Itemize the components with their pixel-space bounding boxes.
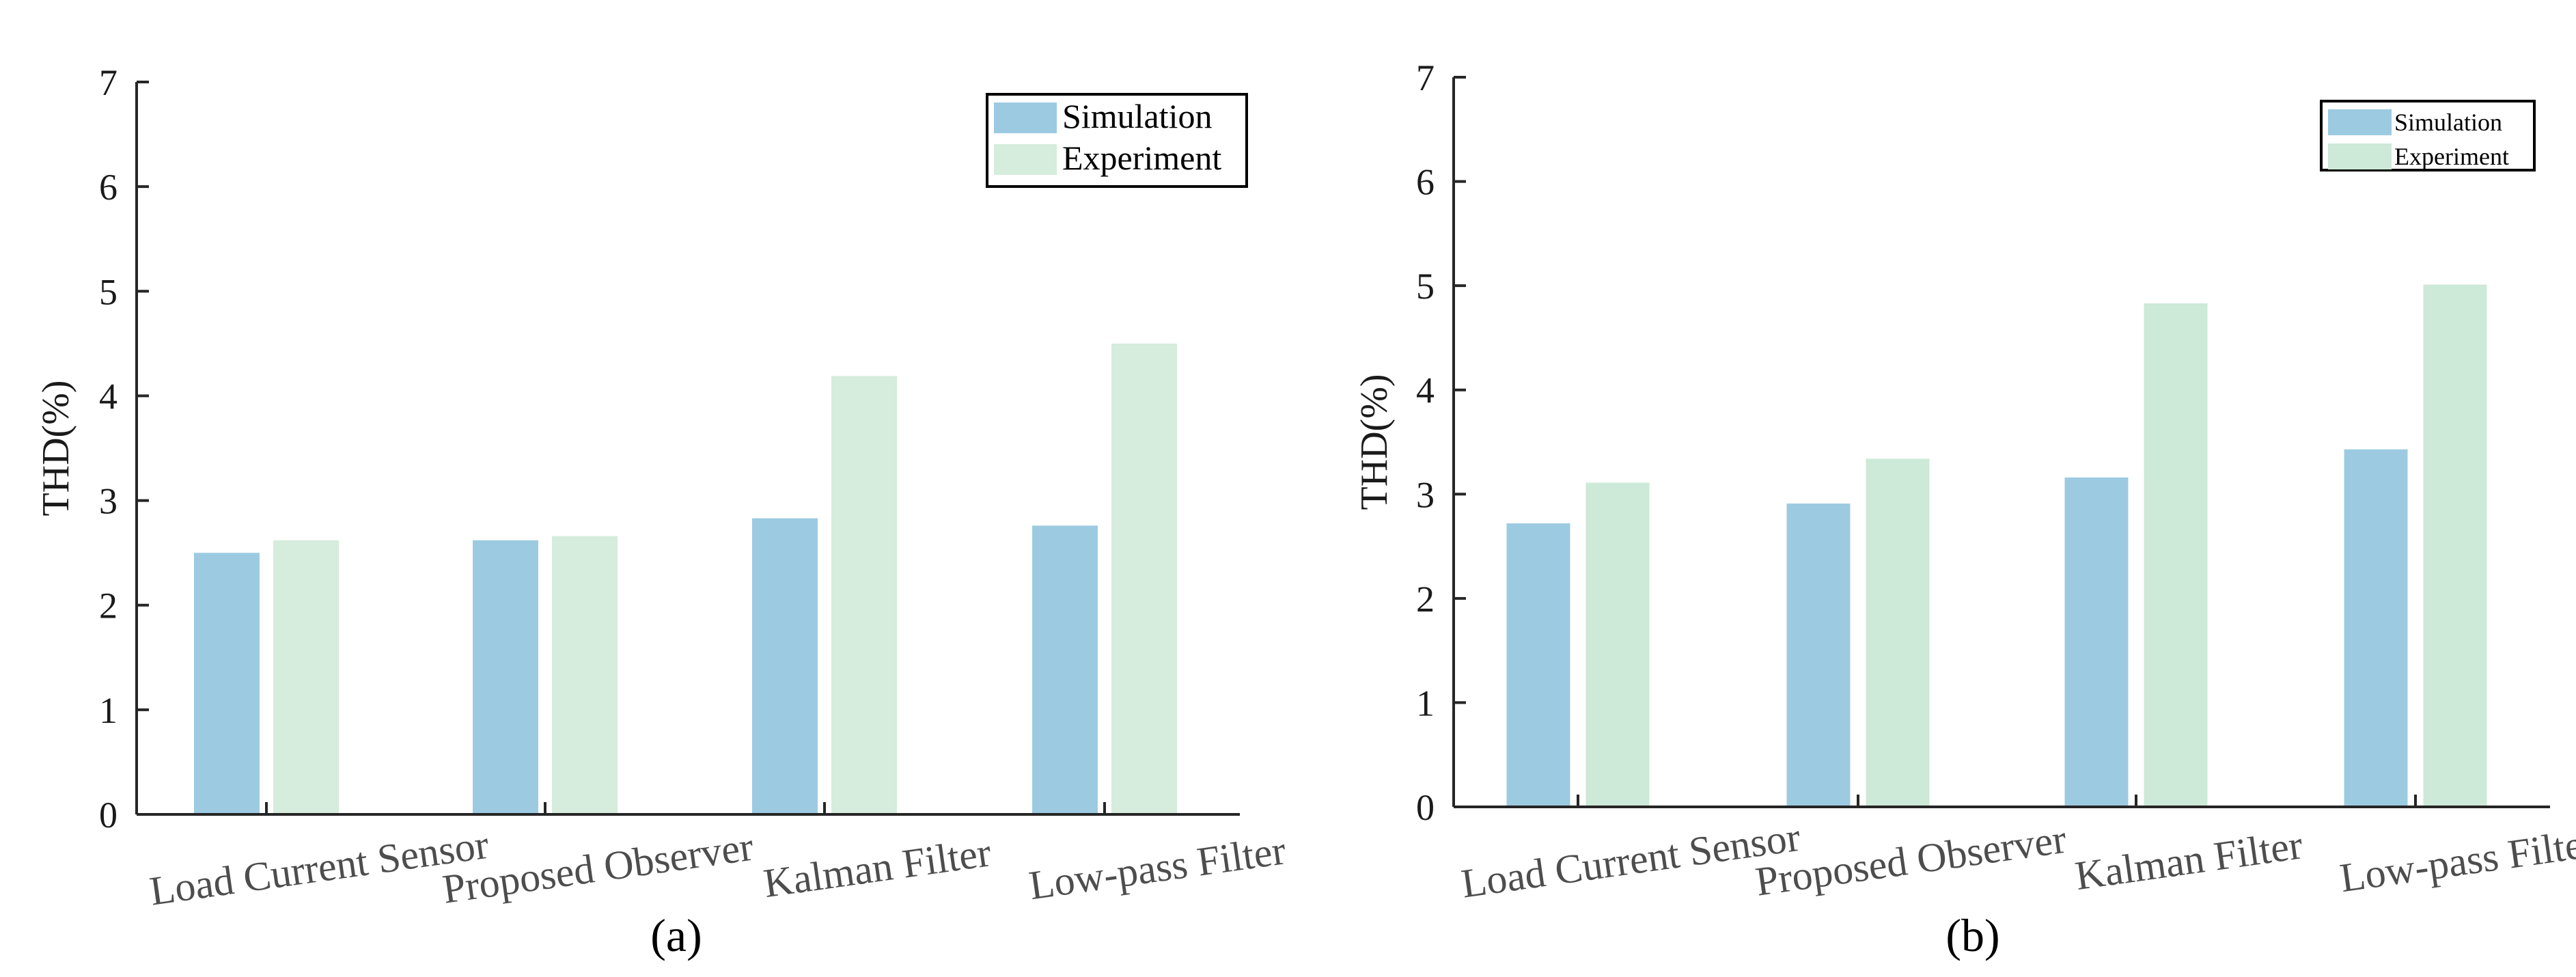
bar-experiment-2 (1866, 458, 1930, 807)
x-category-label: Low-pass Filter (2337, 820, 2576, 900)
y-tick-label: 3 (99, 481, 117, 522)
y-tick-label: 7 (1416, 57, 1435, 98)
bar-simulation-3 (2064, 477, 2129, 807)
x-category-label: Kalman Filter (761, 829, 994, 906)
y-tick-label: 3 (1416, 474, 1435, 515)
y-tick-label: 7 (99, 62, 117, 103)
y-tick-label: 6 (99, 167, 117, 208)
y-tick-label: 6 (1416, 162, 1435, 203)
bar-experiment-3 (2144, 303, 2208, 808)
legend-label-simulation: Simulation (1062, 97, 1212, 135)
y-tick-label: 0 (1416, 787, 1435, 828)
bar-simulation-4 (1032, 525, 1098, 814)
y-tick-label: 1 (99, 690, 117, 731)
legend: Simulation Experiment (986, 93, 1248, 188)
panel-caption: (a) (650, 909, 702, 961)
bar-experiment-4 (1111, 343, 1177, 814)
legend-swatch-simulation (994, 102, 1057, 133)
y-tick-label: 5 (1416, 266, 1435, 307)
y-axis-label: THD(%) (35, 380, 77, 516)
legend-swatch-experiment (2328, 143, 2392, 169)
x-category-label: Low-pass Filter (1026, 827, 1288, 908)
bar-simulation-4 (2344, 449, 2408, 807)
bar-experiment-4 (2423, 284, 2487, 807)
legend: Simulation Experiment (2320, 100, 2536, 171)
legend-label-experiment: Experiment (1062, 139, 1221, 177)
x-category-label: Kalman Filter (2073, 822, 2305, 898)
bar-experiment-1 (273, 540, 339, 814)
bar-experiment-2 (552, 536, 618, 814)
legend-swatch-experiment (994, 144, 1057, 175)
x-category-label: Proposed Observer (1753, 816, 2069, 905)
legend-swatch-simulation (2328, 109, 2392, 135)
y-axis-label: THD(%) (1353, 374, 1396, 510)
y-tick-label: 1 (1416, 683, 1435, 724)
bar-simulation-3 (752, 518, 818, 814)
bar-simulation-2 (1786, 504, 1851, 807)
bar-simulation-1 (1506, 523, 1570, 807)
y-tick-label: 0 (99, 795, 117, 836)
legend-label-simulation: Simulation (2394, 109, 2502, 136)
panel-caption: (b) (1945, 909, 1999, 961)
x-category-label: Load Current Sensor (1458, 814, 1803, 907)
bar-simulation-1 (194, 553, 260, 814)
y-tick-label: 4 (1416, 370, 1435, 411)
y-tick-label: 4 (99, 376, 117, 417)
bar-experiment-3 (831, 376, 897, 814)
y-tick-label: 2 (1416, 579, 1435, 620)
bar-experiment-1 (1585, 482, 1650, 807)
y-tick-label: 2 (99, 586, 117, 627)
bar-simulation-2 (473, 540, 538, 814)
y-tick-label: 5 (99, 271, 117, 312)
legend-label-experiment: Experiment (2394, 143, 2509, 170)
